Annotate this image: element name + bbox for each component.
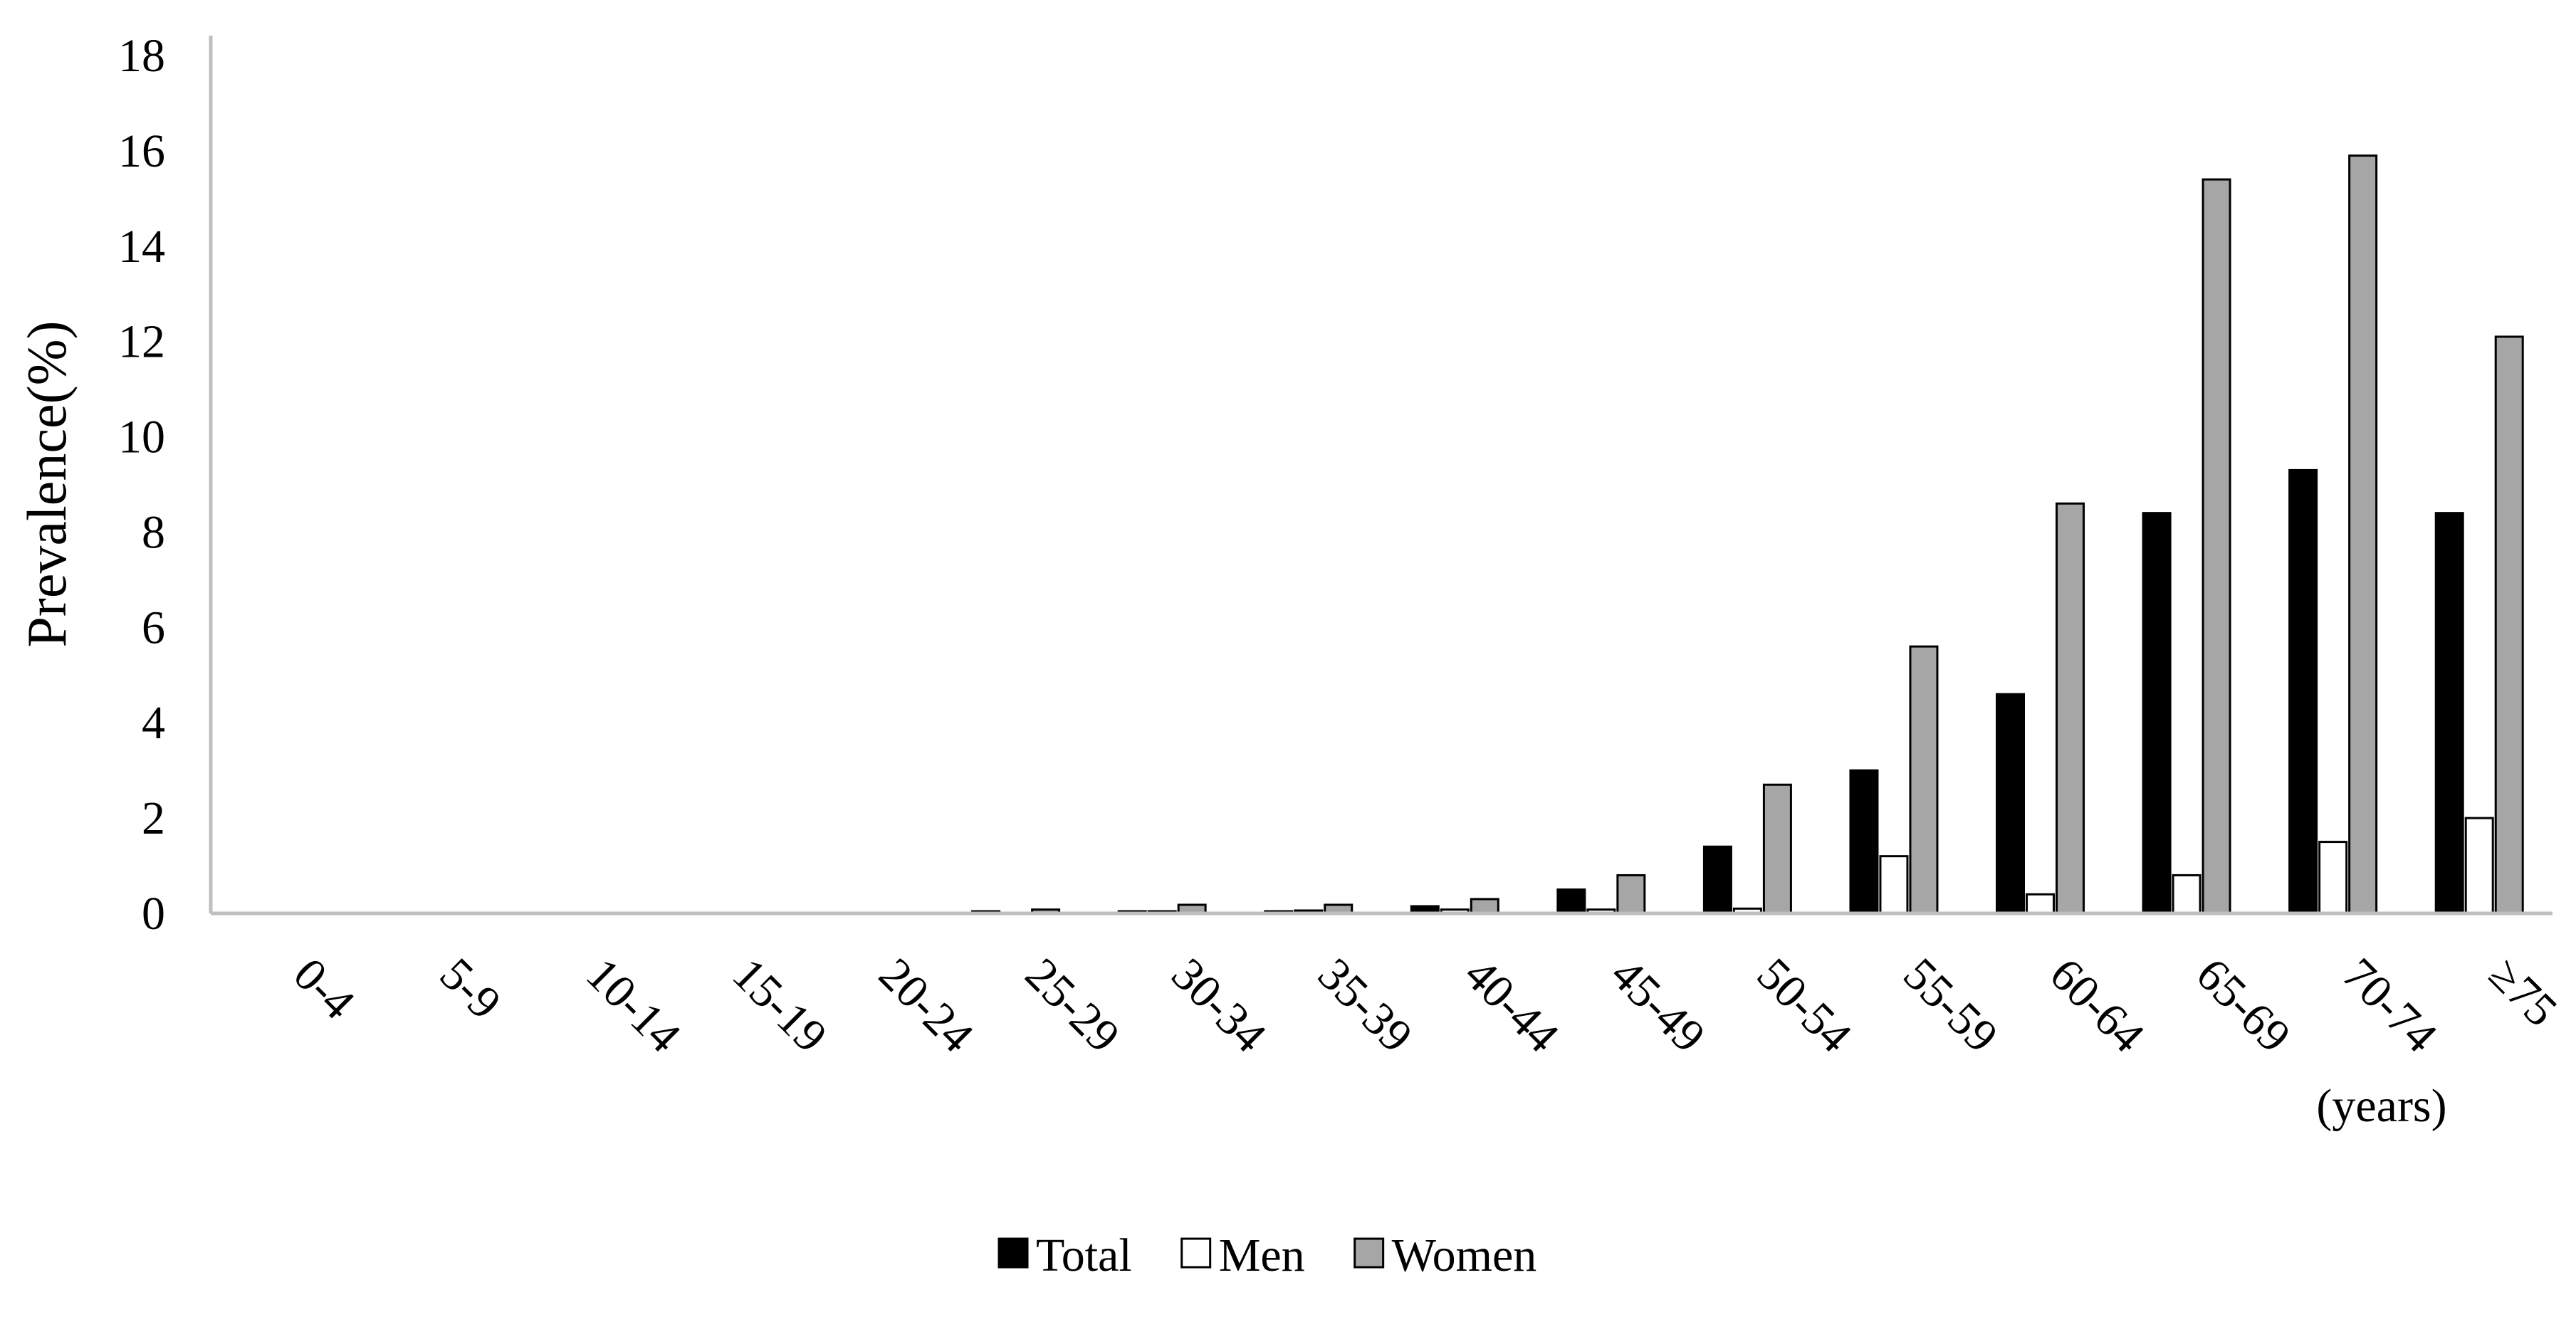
bar-total [1996,693,2026,915]
y-tick-label: 14 [118,221,165,273]
x-tick-label: 55-59 [1893,948,2008,1063]
y-axis-label: Prevalence(%) [16,320,78,647]
bar-total [2288,468,2318,915]
legend-label-total: Total [1036,1229,1132,1281]
y-tick-label: 2 [142,792,165,844]
x-tick-label: 40-44 [1455,948,1569,1063]
y-axis-ticks: 0 2 4 6 8 10 12 14 16 18 [118,30,165,940]
bar-women [1470,898,1499,915]
y-tick-label: 12 [118,316,165,368]
x-tick-label: 30-34 [1162,948,1277,1063]
x-axis-tick-labels: 0-4 5-9 10-14 15-19 20-24 25-29 30-34 35-39 40-4… [283,948,2567,1063]
bar-women [1616,874,1646,915]
x-tick-label: 20-24 [869,948,983,1063]
y-tick-label: 8 [142,506,165,558]
bar-men [2318,841,2348,915]
bar-total [2142,512,2172,915]
bar-women [2201,178,2231,915]
bar-men [2026,893,2056,915]
bar-women [2056,502,2085,915]
bar-total [1556,888,1586,915]
legend-swatch-women [1354,1237,1385,1269]
legend-swatch-men [1180,1237,1212,1269]
bar-total [1702,845,1732,915]
y-tick-label: 0 [142,888,165,940]
bar-men [1879,855,1909,915]
x-tick-label: 70-74 [2332,948,2447,1063]
bar-women [1762,783,1792,915]
x-tick-label: 60-64 [2040,948,2154,1063]
legend-label-women: Women [1392,1229,1537,1281]
bar-women [2494,335,2524,915]
x-tick-label: 25-29 [1015,948,1130,1063]
bar-total [2434,512,2464,915]
legend-swatch-total [998,1237,1029,1269]
legend-label-men: Men [1219,1229,1305,1281]
x-tick-label: 10-14 [576,948,691,1063]
bar-women [2348,154,2378,915]
x-axis-unit-label: (years) [2316,1080,2446,1132]
bar-total [1849,769,1879,915]
bar-men [2464,817,2494,915]
x-tick-label: 15-19 [723,948,837,1063]
x-tick-label: 50-54 [1747,948,1862,1063]
y-tick-label: 4 [142,697,165,749]
x-tick-label: 0-4 [283,948,365,1029]
x-tick-label: 65-69 [2186,948,2300,1063]
x-tick-label: 45-49 [1601,948,1715,1063]
y-tick-label: 18 [118,30,165,82]
legend: Total Men Women [998,1229,1537,1281]
bar-men [2172,874,2201,915]
x-tick-label: 35-39 [1308,948,1423,1063]
x-tick-label: 5-9 [430,948,511,1029]
bars-layer [971,154,2524,915]
bar-women [1909,645,1939,915]
x-tick-label: ≥75 [2479,948,2567,1037]
y-tick-label: 10 [118,411,165,463]
y-tick-label: 6 [142,602,165,654]
y-tick-label: 16 [118,125,165,177]
